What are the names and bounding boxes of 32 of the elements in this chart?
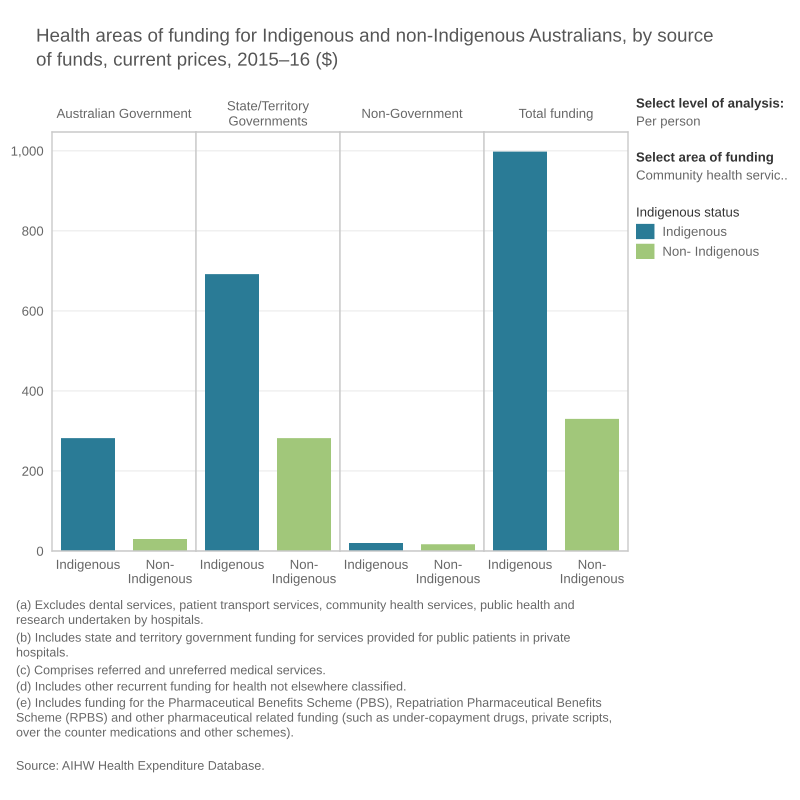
y-tick-label: 400 <box>22 386 44 396</box>
text: (c) Comprises referred and unreferred medical services. <box>16 665 325 677</box>
x-tick-label: Non- Indigenous <box>416 560 480 586</box>
y-tick-label: 800 <box>22 226 44 236</box>
x-tick-label: Indigenous <box>200 559 264 572</box>
chart-title: Total funding <box>518 108 593 121</box>
chart-title: Australian Government <box>56 108 192 118</box>
text: (d) Includes other recurrent funding for health not elsewhere classified. <box>16 682 406 694</box>
x-tick-label: Non- Indigenous <box>560 560 624 586</box>
y-tick-label: 600 <box>22 306 44 316</box>
y-tick-label: 0 <box>36 546 44 556</box>
chart-title: State/Territory Governments <box>228 100 310 126</box>
chart-title: Non-Government <box>362 108 463 118</box>
x-tick-label: Indigenous <box>488 559 552 572</box>
text: (e) Includes funding for the Pharmaceutical Benefits Scheme (PBS), Repatriation Pharmaceutical Benefits Scheme (RPBS) and other pharmaceutical related funding (such as under-copayment drugs, private scripts, over the counter medications and other schemes). <box>16 698 612 740</box>
text: Select level of analysis: <box>636 98 783 110</box>
text: (b) Includes state and territory government funding for services provided for public patients in private hospitals. <box>16 632 570 660</box>
x-tick-label: Indigenous <box>344 559 408 572</box>
y-tick-label: 200 <box>22 466 44 476</box>
legend-title: Indigenous status <box>637 207 739 220</box>
x-tick-label: Non- Indigenous <box>272 560 336 586</box>
source-note: Source: AIHW Health Expenditure Database. <box>16 760 264 772</box>
text: Select area of funding <box>636 152 773 164</box>
text: Community health servic.. <box>636 170 787 182</box>
y-tick-label: 1,000 <box>12 146 44 158</box>
text: Per person <box>637 116 700 128</box>
x-tick-label: Non- Indigenous <box>128 560 192 586</box>
text: (a) Excludes dental services, patient transport services, community health services, public health and research undertaken by hospitals. <box>16 600 574 626</box>
x-tick-label: Indigenous <box>56 559 120 572</box>
legend-label: Non- Indigenous <box>663 246 759 259</box>
text: Health areas of funding for Indigenous and non-Indigenous Australians, by source of funds, current prices, 2015–16 ($) <box>36 28 713 70</box>
legend-label: Indigenous <box>664 226 726 239</box>
